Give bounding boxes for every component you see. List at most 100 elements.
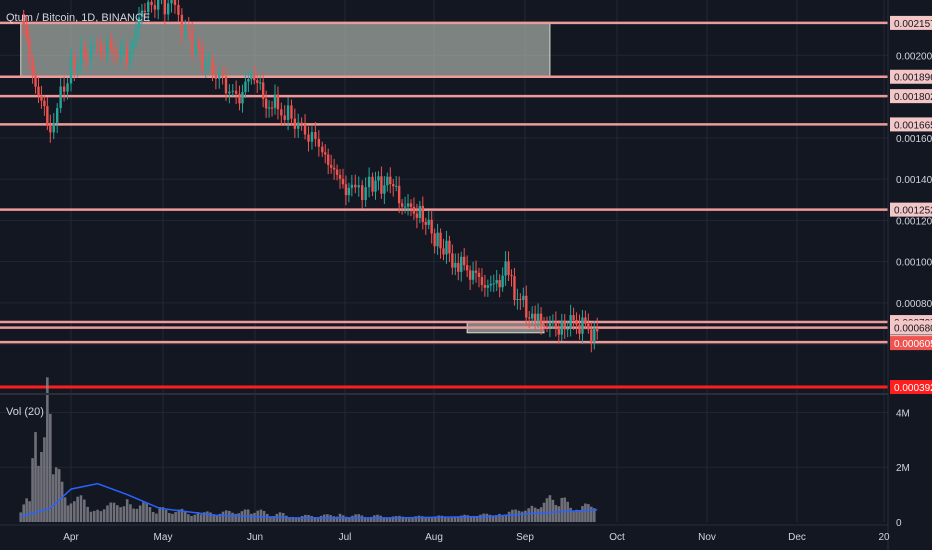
volume-bar xyxy=(316,517,320,522)
price-level-tag[interactable] xyxy=(890,15,932,30)
candle-body xyxy=(587,323,590,330)
candle-body xyxy=(280,109,283,116)
candle-body xyxy=(69,55,73,84)
candle-body xyxy=(250,75,253,80)
volume-bar xyxy=(129,504,132,522)
volume-bar xyxy=(250,513,253,522)
candle-body xyxy=(247,79,250,82)
volume-bar xyxy=(460,515,463,522)
price-level-label: 0.001665 xyxy=(894,120,932,131)
candle-body xyxy=(415,213,419,218)
candle-body xyxy=(380,176,383,194)
candle-body xyxy=(89,45,93,60)
price-level-tag[interactable] xyxy=(890,117,932,132)
candle-body xyxy=(528,317,531,319)
volume-bar xyxy=(28,501,31,522)
volume-bar xyxy=(142,502,145,522)
candle-body xyxy=(403,206,407,208)
candle-body xyxy=(383,185,386,194)
candle-body xyxy=(310,132,314,142)
volume-bar xyxy=(379,515,382,522)
candle-body xyxy=(231,90,234,92)
volume-bar xyxy=(218,513,222,522)
price-level-tag[interactable] xyxy=(890,69,932,84)
candle-body xyxy=(137,17,141,29)
candle-body xyxy=(147,1,150,12)
volume-bar xyxy=(520,511,524,522)
candle-body xyxy=(338,174,342,179)
price-level-tag[interactable] xyxy=(890,89,932,104)
candle-body xyxy=(324,152,327,155)
volume-bar xyxy=(135,508,139,522)
candle-body xyxy=(150,1,153,6)
candle-body xyxy=(418,205,422,218)
candle-body xyxy=(300,122,303,125)
volume-bar xyxy=(180,508,184,522)
candle-body xyxy=(286,105,290,120)
volume-bar xyxy=(167,512,171,522)
candle-body xyxy=(224,76,228,94)
candle-body xyxy=(389,176,392,185)
volume-bar xyxy=(332,516,336,522)
candle-body xyxy=(140,10,144,18)
volume-bar xyxy=(511,509,514,522)
volume-bar xyxy=(539,507,543,522)
volume-bar xyxy=(430,517,434,522)
volume-bar xyxy=(590,506,593,522)
volume-bar xyxy=(183,510,187,522)
volume-bar xyxy=(581,506,584,522)
candle-body xyxy=(166,3,170,15)
candle-body xyxy=(548,322,552,327)
price-level-tag[interactable] xyxy=(890,336,932,351)
candle-body xyxy=(52,122,55,133)
candle-body xyxy=(344,184,348,196)
candle-body xyxy=(270,107,274,109)
volume-bar xyxy=(63,497,67,522)
volume-bar xyxy=(237,513,241,522)
candle-body xyxy=(341,178,345,185)
price-zone[interactable] xyxy=(20,22,551,78)
volume-bar xyxy=(533,507,537,522)
volume-bar xyxy=(57,469,61,522)
volume-bar xyxy=(86,506,89,522)
price-level-tag[interactable] xyxy=(890,202,932,217)
volume-bar xyxy=(545,498,549,522)
x-tick-label: Oct xyxy=(609,532,625,543)
price-level-tag[interactable] xyxy=(890,320,932,335)
panel-divider[interactable] xyxy=(0,393,888,395)
price-level-tag[interactable] xyxy=(890,380,932,395)
candle-body xyxy=(483,284,487,288)
volume-bar xyxy=(231,512,234,522)
candle-body xyxy=(554,321,558,328)
volume-bar xyxy=(313,517,317,522)
candle-body xyxy=(49,124,52,133)
volume-bar xyxy=(259,509,263,522)
volume-bar xyxy=(485,513,489,522)
candle-body xyxy=(430,219,433,234)
candle-body xyxy=(335,169,339,175)
volume-ma-line xyxy=(20,482,598,519)
candle-body xyxy=(218,74,221,79)
volume-bar xyxy=(440,515,444,522)
volume-bar xyxy=(221,511,225,522)
volume-bar xyxy=(310,516,313,522)
x-tick-label: Dec xyxy=(788,532,806,543)
volume-bar xyxy=(348,517,351,522)
candle-body xyxy=(228,91,231,94)
volume-bar xyxy=(479,514,482,522)
x-tick-label: 20 xyxy=(878,532,890,543)
candle-body xyxy=(46,106,49,125)
volume-bar xyxy=(49,413,52,522)
candle-body xyxy=(76,64,79,71)
volume-bar xyxy=(527,508,530,522)
volume-bar xyxy=(158,507,161,522)
candle-body xyxy=(560,320,563,335)
candle-body xyxy=(448,240,451,254)
candle-body xyxy=(471,270,475,280)
candle-body xyxy=(445,240,448,255)
volume-bar xyxy=(288,518,291,522)
candle-body xyxy=(477,272,481,278)
candle-body xyxy=(350,184,354,188)
